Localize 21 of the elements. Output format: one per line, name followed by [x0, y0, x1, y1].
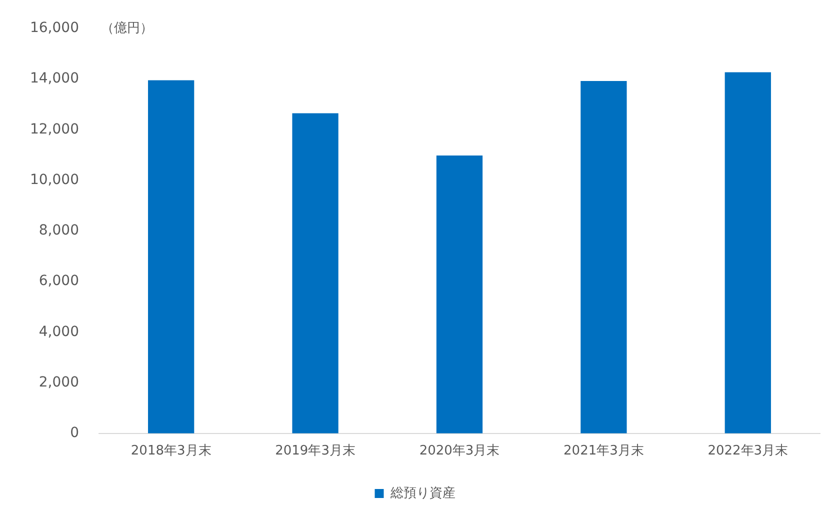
y-axis-title: （億円）: [100, 20, 153, 36]
bar: [580, 81, 627, 434]
bar: [724, 72, 771, 434]
x-tick-label: 2021年3月末: [564, 444, 644, 459]
y-tick-label: 2,000: [38, 374, 79, 390]
y-tick-label: 14,000: [30, 70, 79, 87]
y-tick-label: 8,000: [38, 222, 79, 239]
y-tick-label: 4,000: [38, 324, 79, 340]
x-tick-label: 2018年3月末: [130, 444, 212, 459]
x-tick-label: 2019年3月末: [275, 444, 356, 459]
x-tick-label: 2022年3月末: [708, 444, 788, 459]
bar: [436, 155, 483, 434]
legend-label: 総預り資産: [389, 484, 456, 501]
y-tick-label: 16,000: [30, 20, 79, 36]
y-tick-label: 12,000: [30, 121, 79, 138]
bar: [148, 80, 194, 434]
y-tick-label: 10,000: [30, 172, 79, 188]
x-tick-label: 2020年3月末: [419, 444, 500, 459]
y-tick-label: 6,000: [38, 273, 79, 290]
bar: [292, 113, 338, 434]
y-tick-label: 0: [70, 425, 79, 442]
